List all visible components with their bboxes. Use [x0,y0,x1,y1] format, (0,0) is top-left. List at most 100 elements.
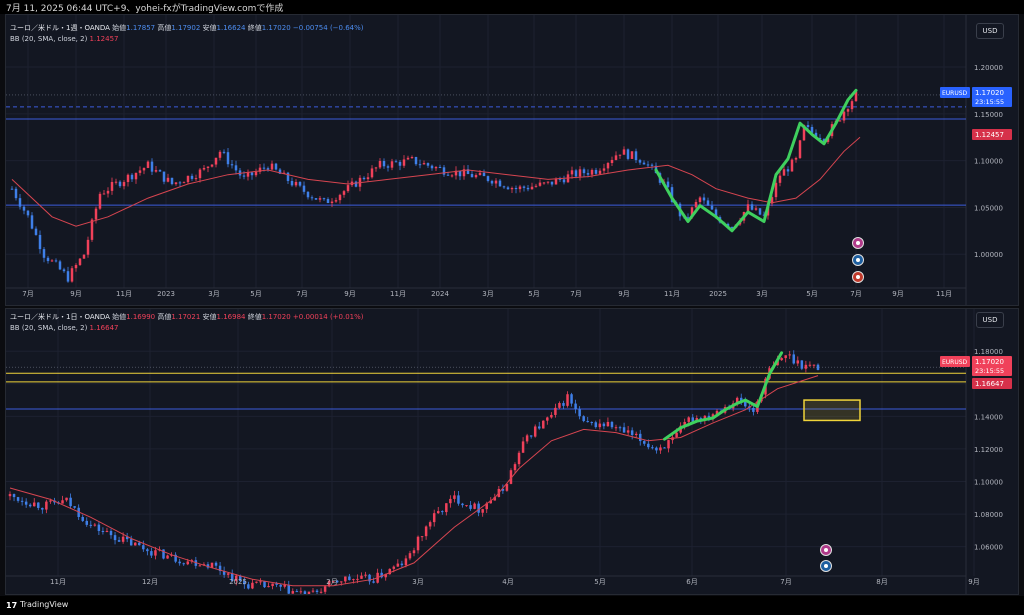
candle-body [558,403,561,408]
close-label: 終値 [247,24,262,32]
candle-body [186,175,190,183]
x-tick-label: 11月 [50,578,66,586]
candle-body [170,177,174,185]
weekly-chart-canvas[interactable]: 1.20000 1.15000 1.10000 1.05000 1.00000 7月 9月 1… [6,15,1018,305]
y-tick-label: 1.08000 [974,511,1003,519]
candle-body [62,269,66,272]
daily-chart-canvas[interactable]: 1.180001.160001.140001.120001.100001.080… [6,309,1018,594]
close-label: 終値 [247,313,262,321]
candle-body [582,416,585,422]
candle-body [101,531,105,533]
candle-body [340,581,343,583]
candle-body [546,181,550,183]
candle-body [287,584,291,594]
candle-body [230,164,234,166]
candle-body [714,209,718,218]
candle-body [89,524,93,526]
candle-body [54,260,58,262]
candle-body [98,193,102,209]
weekly-title: ユーロ／米ドル・1週・OANDA [10,24,110,32]
candle-body [525,435,529,442]
candle-body [254,171,258,176]
candle-body [750,204,754,210]
candle-body [283,584,286,587]
candle-body [610,421,614,428]
candle-body [710,205,714,210]
candle-body [458,170,462,177]
candle-body [774,182,778,198]
candle-body [796,360,800,364]
bb-value-badge [972,129,1012,140]
candle-body [566,394,569,406]
candle-body [739,397,743,402]
candle-body [630,151,634,159]
tradingview-logo-icon[interactable]: 17 [6,601,18,610]
candle-body [291,591,295,594]
candle-body [390,161,394,168]
candle-body [493,497,497,501]
candle-body [410,157,414,159]
footer-bar: 17 TradingView [0,596,1024,615]
x-tick-label: 11月 [664,290,680,298]
candle-body [226,573,230,575]
y-tick-label: 1.10000 [974,479,1003,487]
candle-body [489,500,493,504]
candle-body [802,125,806,141]
weekly-chart-pane[interactable]: 1.20000 1.15000 1.10000 1.05000 1.00000 7月 9月 1… [5,14,1019,306]
candle-body [542,420,545,429]
candle-body [198,565,202,567]
candle-body [618,154,622,156]
candle-body [659,447,662,451]
x-tick-label: 5月 [594,578,605,586]
candle-body [69,497,72,507]
candle-body [505,483,509,491]
candle-body [32,502,36,507]
candle-body [194,178,198,180]
candle-body [234,575,238,581]
candle-body [850,101,854,110]
x-tick-label: 8月 [876,578,887,586]
candle-body [90,219,94,240]
candle-body [610,159,614,163]
candle-body [222,151,226,153]
x-tick-label: 7月 [570,290,581,298]
candle-body [522,186,526,188]
candle-body [554,407,557,415]
x-tick-label: 2025 [229,578,247,586]
candle-body [432,513,436,523]
candle-body [73,506,76,508]
economic-event-icon-dot [824,564,828,568]
x-tick-label: 3月 [412,578,423,586]
candle-body [594,422,598,428]
candle-body [323,586,327,592]
candle-body [24,501,28,505]
candle-body [586,173,590,175]
candle-body [477,503,480,513]
candle-body [166,555,169,559]
candle-body [514,187,518,190]
candle-body [506,187,510,190]
candle-body [812,364,816,366]
candle-body [788,354,791,356]
low-value: 1.16624 [216,24,246,32]
candle-body [202,167,206,170]
daily-chart-pane[interactable]: 1.180001.160001.140001.120001.100001.080… [5,308,1019,595]
candle-body [686,217,690,219]
economic-event-icon-dot [856,241,860,245]
candle-body [46,257,50,262]
currency-button[interactable]: USD [976,23,1004,39]
candle-body [510,187,514,190]
candle-body [129,539,133,546]
footer-brand[interactable]: TradingView [20,600,69,609]
candle-body [800,360,804,369]
bollinger-basis-line [9,375,819,587]
candle-body [382,160,386,167]
y-tick-label: 1.12000 [974,446,1003,454]
high-label: 高値 [157,24,172,32]
candle-body [125,536,129,540]
swing-trend-line [663,351,784,441]
candle-body [178,182,182,184]
candle-body [18,198,22,207]
y-tick-label: 1.18000 [974,348,1003,356]
currency-button[interactable]: USD [976,312,1004,328]
